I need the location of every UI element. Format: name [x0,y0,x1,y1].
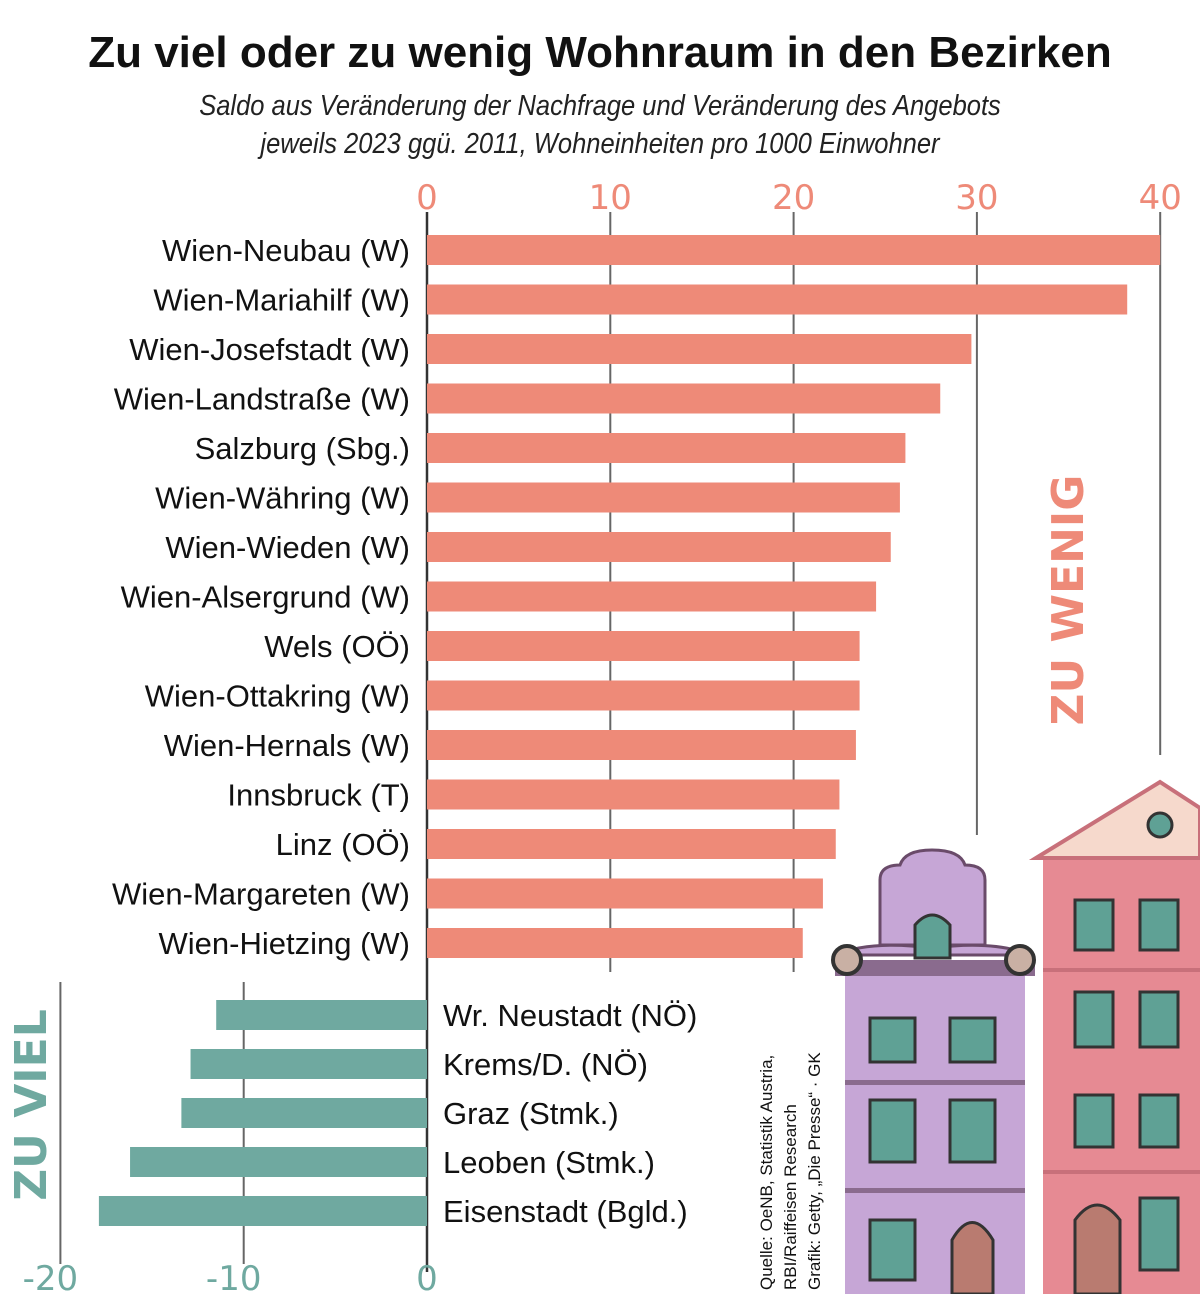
chart-subtitle-line1: Saldo aus Veränderung der Nachfrage und … [199,90,1001,122]
category-label: Wien-Margareten (W) [112,877,410,912]
bar-6 [427,532,891,562]
source-line1: Quelle: OeNB, Statistik Austria, [757,1055,776,1290]
x-tick-label-top: 0 [416,178,438,218]
bar-7 [427,581,877,612]
source-line3: Grafik: Getty, „Die Presse“ · GK [805,1052,824,1290]
x-tick-label-bottom: 0 [416,1259,438,1294]
chart-title: Zu viel oder zu wenig Wohnraum in den Be… [88,28,1112,77]
bar-neg-2 [181,1098,427,1128]
x-tick-label-top: 20 [772,178,815,218]
category-label: Wr. Neustadt (NÖ) [443,998,697,1033]
category-label: Wien-Hernals (W) [164,728,410,763]
annotation-zu-wenig: ZU WENIG [1043,475,1094,726]
bar-3 [427,383,941,414]
bar-14 [427,928,803,958]
bar-neg-1 [190,1049,427,1079]
category-label: Wien-Neubau (W) [162,233,410,268]
category-label: Wels (OÖ) [264,629,410,664]
x-tick-label-bottom: -10 [206,1259,262,1294]
category-label: Wien-Mariahilf (W) [153,283,410,318]
category-label: Leoben (Stmk.) [443,1145,655,1180]
category-label: Wien-Wieden (W) [165,530,410,565]
category-label: Eisenstadt (Bgld.) [443,1194,688,1229]
bar-13 [427,878,823,909]
x-tick-label-bottom: -20 [23,1259,79,1294]
bar-neg-4 [98,1196,427,1226]
bar-2 [427,334,972,364]
category-label: Linz (OÖ) [276,827,410,862]
category-label: Wien-Josefstadt (W) [129,332,410,367]
x-tick-label-top: 30 [955,178,998,218]
annotation-zu-viel: ZU VIEL [6,1009,57,1200]
category-label: Wien-Währing (W) [155,481,410,516]
bar-neg-0 [216,1000,427,1030]
category-label: Krems/D. (NÖ) [443,1047,648,1082]
bar-11 [427,779,840,810]
category-label: Wien-Landstraße (W) [114,382,410,417]
bar-1 [427,284,1128,315]
category-label: Graz (Stmk.) [443,1096,619,1131]
houses-illustration [831,779,1200,1294]
bar-0 [427,235,1161,265]
bar-4 [427,433,906,463]
bar-10 [427,730,856,760]
x-tick-label-top: 10 [589,178,632,218]
category-label: Wien-Ottakring (W) [145,679,410,714]
category-label: Wien-Alsergrund (W) [121,580,410,615]
category-label: Wien-Hietzing (W) [159,926,410,961]
bar-5 [427,482,900,513]
source-line2: RBI/Raiffeisen Research [781,1104,800,1290]
x-tick-label-top: 40 [1139,178,1182,218]
bar-9 [427,680,860,711]
bar-8 [427,631,860,661]
bar-12 [427,829,836,859]
category-label: Innsbruck (T) [227,778,410,813]
bar-neg-3 [130,1147,427,1177]
chart-subtitle-line2: jeweils 2023 ggü. 2011, Wohneinheiten pr… [260,128,940,160]
category-label: Salzburg (Sbg.) [195,431,410,466]
